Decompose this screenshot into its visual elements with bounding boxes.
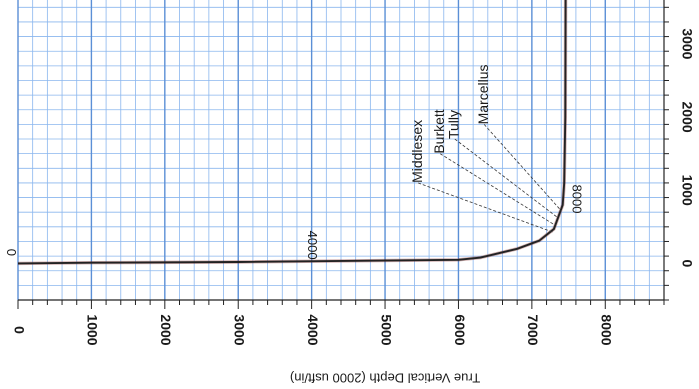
formation-leader-line [439, 153, 556, 226]
trajectory-line [17, 0, 567, 265]
x-tick-label: 5000 [378, 314, 394, 345]
y-tick-label: 0 [679, 260, 695, 268]
trajectory-traces [17, 0, 568, 266]
plot-frame [17, 0, 669, 309]
formation-leader-line [417, 182, 553, 233]
formation-leader-lines [417, 124, 562, 233]
x-tick-label: 8000 [599, 314, 615, 345]
formation-leader-line [454, 138, 559, 219]
chart-labels: 0 1000 2000 3000 4000 5000 6000 7000 8000 0 1000 20… [4, 28, 695, 385]
y-tick-label: 1000 [679, 175, 695, 206]
x-tick-label: 0 [11, 326, 27, 334]
x-tick-label: 1000 [85, 314, 101, 345]
formation-leader-line [483, 124, 562, 211]
formation-label: Middlesex [409, 120, 425, 183]
grid-minor [18, 0, 665, 301]
x-tick-label: 2000 [158, 314, 174, 345]
x-tick-label: 3000 [232, 314, 248, 345]
trajectory-annotation: 0 [4, 249, 19, 256]
x-tick-label: 7000 [525, 314, 541, 345]
trajectory-annotation: 4000 [305, 231, 320, 260]
x-tick-label: 4000 [305, 314, 321, 345]
grid-major [17, 0, 606, 300]
y-tick-label: 3000 [679, 28, 695, 59]
trajectory-annotation: 8000 [569, 185, 584, 214]
formation-label: Burkett [431, 109, 447, 153]
formation-label: Tully [445, 110, 461, 139]
trajectory-shadow [17, 0, 568, 266]
x-axis-title: True Vertical Depth (2000 usft/in) [290, 371, 480, 386]
x-tick-label: 6000 [452, 314, 468, 345]
y-tick-label: 2000 [679, 101, 695, 132]
formation-label: Marcellus [475, 64, 491, 124]
